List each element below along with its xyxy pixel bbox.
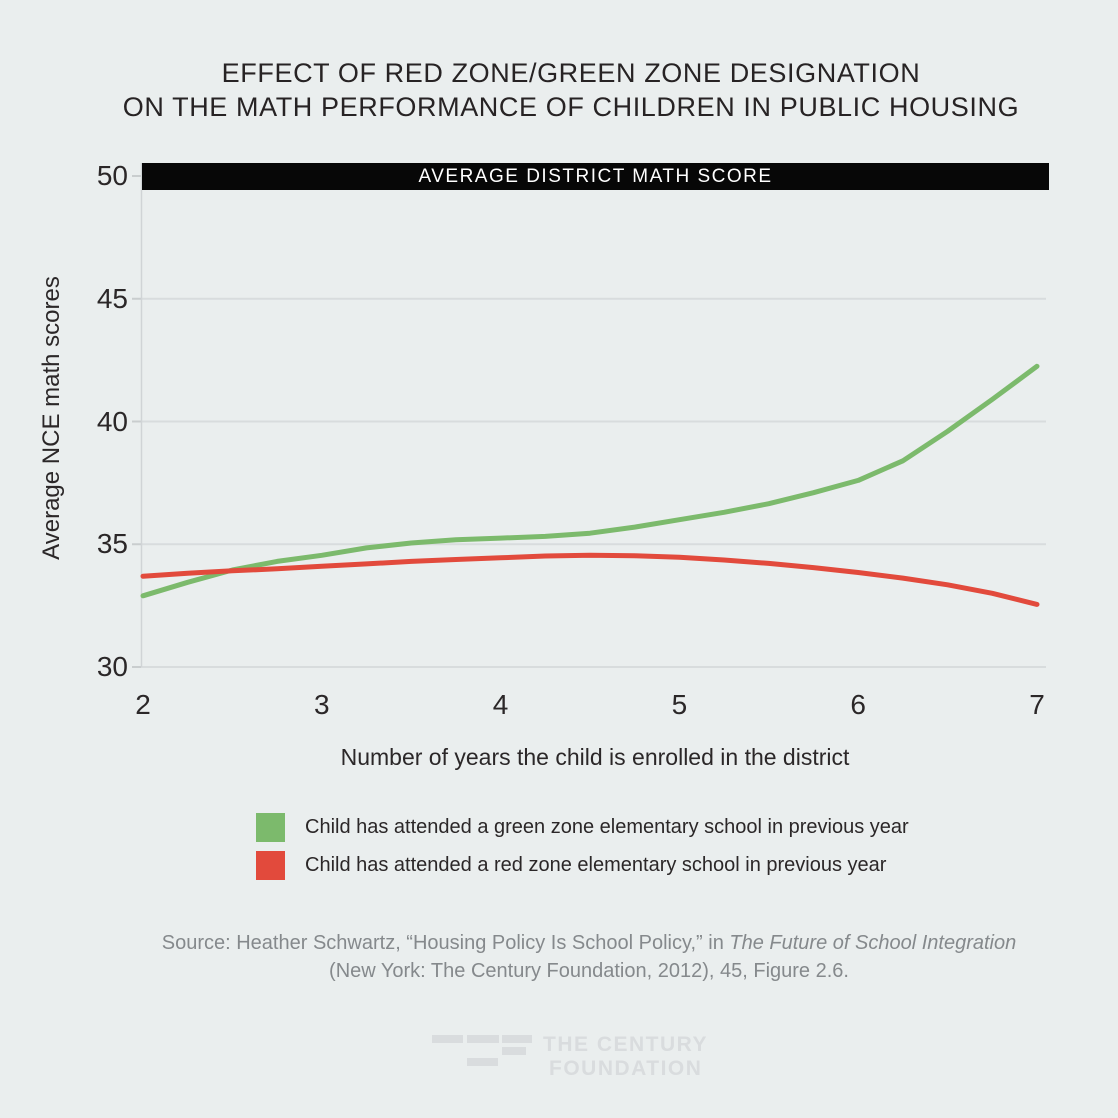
legend-label-green-zone: Child has attended a green zone elementa…	[305, 816, 909, 838]
x-tick-label: 5	[671, 689, 688, 720]
legend-item-red-zone: Child has attended a red zone elementary…	[256, 851, 909, 880]
y-axis-title: Average NCE math scores	[38, 276, 65, 560]
y-tick-label: 30	[96, 651, 128, 682]
series-line-red-zone	[140, 552, 1040, 607]
red-zone-swatch-icon	[256, 851, 285, 880]
source-line2: (New York: The Century Foundation, 2012)…	[329, 960, 849, 982]
x-tick-label: 7	[1029, 689, 1045, 720]
chart-title: EFFECT OF RED ZONE/GREEN ZONE DESIGNATIO…	[71, 56, 1071, 124]
x-tick-label: 4	[492, 689, 509, 720]
x-tick-label: 3	[314, 689, 330, 720]
source-line1-text: Source: Heather Schwartz, “Housing Polic…	[161, 932, 730, 954]
logo-mark-bar	[467, 1035, 499, 1043]
series-line-green-zone	[140, 363, 1040, 599]
average-district-score-banner: AVERAGE DISTRICT MATH SCORE	[142, 163, 1049, 190]
y-tick-label: 45	[96, 282, 128, 314]
chart-title-line1: EFFECT OF RED ZONE/GREEN ZONE DESIGNATIO…	[221, 58, 921, 88]
banner-label: AVERAGE DISTRICT MATH SCORE	[418, 165, 773, 187]
chart-title-line2: ON THE MATH PERFORMANCE OF CHILDREN IN P…	[122, 92, 1020, 122]
logo-mark-bar	[502, 1047, 526, 1055]
x-tick-label: 2	[135, 689, 151, 720]
legend-item-green-zone: Child has attended a green zone elementa…	[256, 813, 909, 842]
y-tick-label: 50	[96, 160, 128, 191]
logo-text-line1: THE CENTURY	[543, 1033, 709, 1056]
x-tick-label: 6	[850, 689, 866, 720]
y-tick-label: 40	[96, 405, 128, 437]
logo-text-line2: FOUNDATION	[549, 1057, 703, 1080]
y-tick-label: 35	[96, 528, 128, 560]
logo-mark-bar	[502, 1035, 532, 1043]
green-zone-swatch-icon	[256, 813, 285, 842]
logo-mark-bar	[467, 1058, 498, 1066]
source-line1: Source: Heather Schwartz, “Housing Polic…	[89, 929, 1089, 957]
logo-mark-bar	[432, 1035, 463, 1043]
x-axis-title: Number of years the child is enrolled in…	[340, 744, 850, 770]
source-book-title: The Future of School Integration	[729, 932, 1017, 954]
legend: Child has attended a green zone elementa…	[256, 813, 909, 889]
legend-label-red-zone: Child has attended a red zone elementary…	[305, 854, 887, 876]
source-citation: Source: Heather Schwartz, “Housing Polic…	[89, 929, 1089, 985]
